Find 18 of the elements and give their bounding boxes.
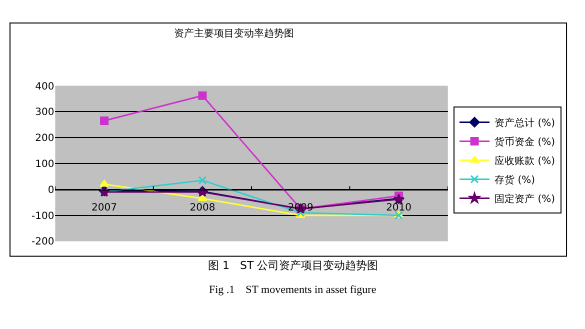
y-tick-label: 400: [35, 81, 54, 92]
chart-title: 资产主要项目变动率趋势图: [174, 28, 294, 40]
caption: 图 1 ST 公司资产项目变动趋势图: [208, 259, 378, 272]
y-tick-label: 300: [35, 107, 54, 118]
y-tick-label: 200: [35, 133, 54, 144]
legend-label: 应收账款 (%): [494, 155, 556, 168]
legend-label: 存货 (%): [494, 174, 536, 186]
x-tick-label: 2007: [92, 202, 118, 214]
y-tick-label: 100: [35, 159, 54, 170]
text: Fig .1 ST movements in asset figure: [209, 284, 376, 296]
y-tick-label: 0: [48, 184, 54, 196]
x-tick-label: 2010: [386, 202, 412, 214]
y-tick-label: -100: [31, 210, 54, 222]
legend-label: 固定资产 (%): [494, 193, 556, 206]
legend-label: 货币资金 (%): [494, 136, 556, 148]
y-tick-label: -200: [31, 236, 54, 248]
legend-label: 资产总计 (%): [494, 117, 556, 130]
x-tick-label: 2008: [190, 202, 216, 214]
